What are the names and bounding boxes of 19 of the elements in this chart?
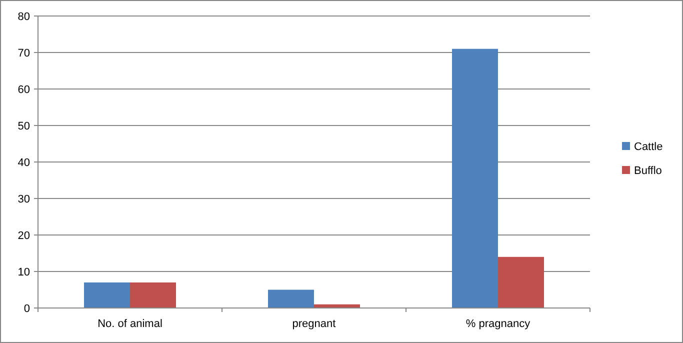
x-tick-label: No. of animal bbox=[98, 318, 162, 330]
y-tick-label: 60 bbox=[18, 84, 30, 96]
bar bbox=[268, 290, 314, 308]
bar bbox=[130, 282, 176, 308]
y-tick-label: 40 bbox=[18, 156, 30, 169]
bar bbox=[84, 282, 130, 308]
y-tick-label: 0 bbox=[24, 302, 30, 315]
y-tick-label: 70 bbox=[18, 47, 30, 60]
y-tick-label: 20 bbox=[18, 230, 30, 242]
bar bbox=[452, 48, 498, 308]
legend-label: Bufflo bbox=[634, 164, 662, 177]
y-tick-label: 30 bbox=[18, 193, 30, 206]
x-tick-label: pregnant bbox=[292, 318, 336, 330]
x-tick-label: % pragnancy bbox=[466, 318, 531, 330]
y-tick-label: 10 bbox=[18, 266, 30, 278]
y-tick-label: 80 bbox=[18, 10, 30, 23]
legend-label: Cattle bbox=[634, 140, 663, 153]
y-tick-label: 50 bbox=[18, 120, 30, 132]
bar bbox=[498, 256, 544, 308]
